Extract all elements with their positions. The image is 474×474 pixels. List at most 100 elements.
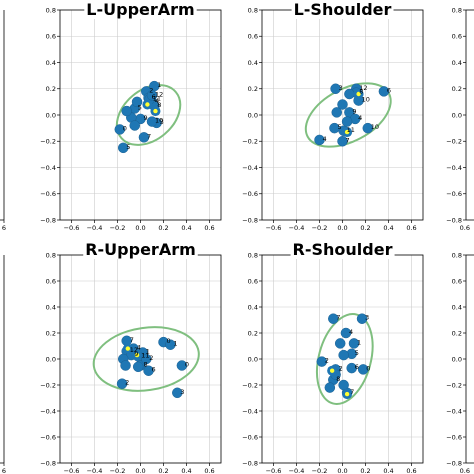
y-tick-label: 0.6 bbox=[46, 277, 56, 285]
x-tick-label: 0.0 bbox=[135, 224, 145, 232]
data-point bbox=[146, 90, 158, 101]
confidence-ellipse bbox=[115, 84, 182, 146]
point-label: 0 bbox=[366, 364, 370, 372]
x-tick-label: 0.0 bbox=[135, 467, 145, 474]
y-tick-label: 0.6 bbox=[452, 277, 462, 285]
point-label: 1 bbox=[173, 340, 177, 348]
data-point bbox=[120, 360, 131, 371]
data-point bbox=[316, 356, 328, 367]
panel-r-shoulder: −0.6 −0.4 −0.2 0.0 0.2 0.4 0.6 0.8 0.6 0.4 0.2 0.0 −… bbox=[242, 240, 424, 474]
point-label: 4 bbox=[155, 97, 159, 105]
y-tick-label: −0.6 bbox=[446, 433, 462, 441]
x-tick-label: −0.4 bbox=[289, 467, 305, 474]
point-label: 5 bbox=[355, 349, 359, 357]
y-tick-label: 0.4 bbox=[452, 303, 462, 311]
x-tick-label: −0.4 bbox=[87, 224, 103, 232]
data-point bbox=[341, 116, 353, 127]
y-tick-label: −0.8 bbox=[242, 459, 258, 467]
y-tick-label: 0.2 bbox=[46, 85, 56, 93]
point-label: 0 bbox=[167, 337, 171, 345]
y-tick-label: −0.8 bbox=[242, 216, 258, 224]
panel-title: R-UpperArm bbox=[85, 240, 196, 259]
x-tick-label: 0.4 bbox=[181, 467, 191, 474]
point-label: 0 bbox=[123, 124, 127, 132]
highlight-marker bbox=[329, 368, 335, 373]
y-tick-label: 0.6 bbox=[248, 277, 258, 285]
y-tick-label: 0.2 bbox=[46, 329, 56, 337]
point-label: 7 bbox=[336, 314, 340, 322]
title-background bbox=[84, 0, 197, 19]
point-label: 2 bbox=[325, 357, 329, 365]
point-label: 6 bbox=[387, 86, 391, 94]
data-point bbox=[146, 116, 158, 127]
point-label: 9 bbox=[134, 350, 138, 358]
confidence-ellipse bbox=[316, 313, 374, 405]
point-label: 4 bbox=[137, 344, 141, 352]
y-tick-label: 0.2 bbox=[248, 329, 258, 337]
data-point bbox=[362, 122, 374, 134]
point-label: 2 bbox=[125, 379, 129, 387]
point-label: 9 bbox=[352, 107, 356, 115]
x-tick-label: 6 bbox=[2, 224, 6, 232]
x-tick-label: −0.4 bbox=[87, 467, 103, 474]
y-tick-label: 0.8 bbox=[46, 6, 56, 14]
panel-title: L-Shoulder bbox=[294, 0, 392, 19]
point-label: 2 bbox=[149, 86, 153, 94]
point-label: 12 bbox=[130, 346, 138, 354]
partial-panel-left: 6 bbox=[0, 10, 6, 232]
highlight-marker bbox=[134, 352, 140, 358]
x-tick-label: 0.4 bbox=[181, 224, 191, 232]
y-tick-label: −0.6 bbox=[40, 190, 56, 198]
point-label: 12 bbox=[359, 84, 367, 92]
x-tick-label: 0.4 bbox=[383, 224, 393, 232]
y-tick-label: 0.0 bbox=[452, 111, 462, 119]
y-tick-label: −0.2 bbox=[40, 381, 56, 389]
data-point bbox=[334, 338, 346, 349]
data-point bbox=[118, 142, 129, 154]
y-tick-label: −0.4 bbox=[446, 164, 462, 172]
y-tick-label: 0.4 bbox=[46, 303, 56, 311]
y-tick-label: 0.6 bbox=[46, 33, 56, 41]
y-tick-label: 0.0 bbox=[46, 355, 56, 363]
title-background bbox=[83, 240, 198, 259]
y-tick-label: 0.8 bbox=[452, 251, 462, 259]
x-tick-label: 0.6 bbox=[460, 224, 470, 232]
y-tick-label: −0.8 bbox=[40, 216, 56, 224]
y-tick-label: −0.2 bbox=[446, 381, 462, 389]
data-point bbox=[131, 96, 143, 108]
point-label: 6 bbox=[152, 93, 156, 101]
x-tick-label: 0.0 bbox=[337, 224, 347, 232]
data-point bbox=[340, 327, 352, 339]
highlight-marker bbox=[344, 129, 350, 135]
point-label: 11 bbox=[141, 351, 149, 359]
point-label: 1 bbox=[157, 81, 161, 89]
partial-panel-right: 0.8 0.6 0.4 0.2 0.0 −0.2 −0.4 −0.6 −0.8 bbox=[446, 251, 474, 467]
data-point bbox=[116, 378, 128, 389]
y-tick-label: −0.4 bbox=[242, 164, 258, 172]
y-tick-label: 0.0 bbox=[248, 355, 258, 363]
point-label: 8 bbox=[336, 375, 340, 383]
x-tick-label: 0.2 bbox=[158, 224, 168, 232]
x-tick-label: 0.0 bbox=[337, 467, 347, 474]
point-label: 8 bbox=[144, 361, 148, 369]
data-point bbox=[143, 365, 154, 376]
highlight-marker bbox=[344, 391, 350, 397]
data-point bbox=[129, 120, 140, 131]
y-tick-label: 0.2 bbox=[452, 329, 462, 337]
y-tick-label: 0.0 bbox=[46, 111, 56, 119]
point-label: 7 bbox=[350, 388, 354, 396]
confidence-ellipse bbox=[92, 326, 200, 392]
point-label: 7 bbox=[346, 136, 350, 144]
x-tick-label: −0.6 bbox=[64, 224, 80, 232]
y-tick-label: 0.2 bbox=[248, 85, 258, 93]
y-tick-label: 0.4 bbox=[46, 59, 56, 67]
point-label: 0 bbox=[185, 361, 189, 369]
x-tick-label: 0.4 bbox=[383, 467, 393, 474]
point-label: 10 bbox=[362, 96, 370, 104]
data-point bbox=[337, 136, 348, 147]
data-point bbox=[329, 122, 340, 134]
point-label: 10 bbox=[155, 117, 163, 125]
y-tick-label: −0.4 bbox=[40, 407, 56, 415]
panel-l-shoulder: −0.6 −0.4 −0.2 0.0 0.2 0.4 0.6 0.8 0.6 0.4 0.2 0.0 −… bbox=[242, 0, 424, 232]
y-tick-label: −0.4 bbox=[242, 407, 258, 415]
